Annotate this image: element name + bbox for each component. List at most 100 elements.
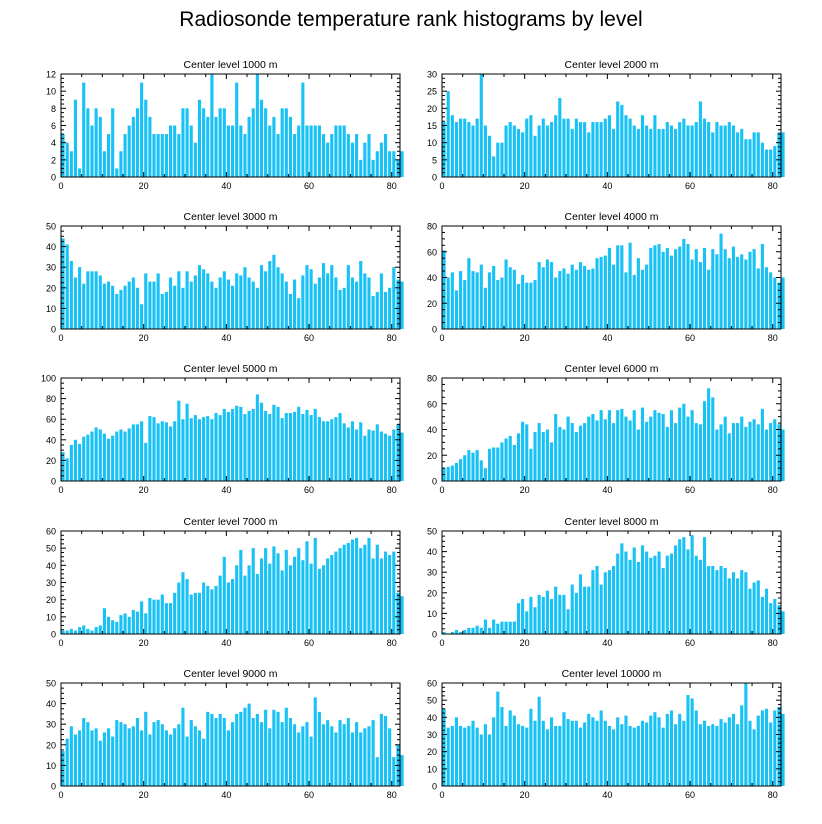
panel-7-bar-43 [239,549,243,634]
panel-2-bar-10 [483,125,487,177]
panel-2-bar-7 [471,125,475,177]
panel-1-bar-39 [222,108,226,177]
panel-3-bar-3 [73,277,78,329]
panel-7-bar-38 [218,575,222,634]
panel-3-bar-60 [309,269,313,329]
panel-10-bar-73 [744,683,748,786]
panel-10-bar-19 [521,725,525,786]
panel-5-bar-50 [268,414,272,481]
panel-2-bar-27 [554,115,558,177]
panel-10-bar-44 [624,715,628,786]
panel-7-bar-63 [321,565,326,634]
panel-8-bar-74 [748,588,752,634]
panel-8-xtick-label-60: 60 [685,638,695,648]
panel-7-bar-32 [193,592,197,634]
panel-6-bar-36 [591,414,595,481]
panel-8-bar-31 [570,584,574,634]
panel-4-bar-57 [678,246,682,329]
panel-8-xtick-label-80: 80 [768,638,778,648]
panel-5-bar-68 [342,423,346,481]
panel-5-bar-69 [346,427,350,481]
panel-5-bar-5 [82,436,86,481]
panel-7-bar-69 [346,543,350,634]
panel-4-bar-2 [450,272,454,329]
panel-5-bar-78 [383,433,388,481]
panel-1-bar-44 [243,134,247,177]
panel-7-bar-58 [301,560,305,634]
panel-9-bar-21 [148,734,152,786]
panel-4-bar-23 [537,262,541,329]
panel-10-ytick-label-20: 20 [427,747,437,757]
panel-4-bar-4 [459,271,463,329]
panel-9-bar-25 [164,730,168,786]
panel-3-bar-50 [268,261,272,329]
panel-10-bar-58 [682,720,686,786]
panel-10-bar-29 [562,712,566,786]
panel-2-bar-49 [645,125,649,177]
panel-6-xtick-label-0: 0 [439,485,444,495]
panel-5-ytick-label-40: 40 [46,435,56,445]
panel-5-xtick-label-0: 0 [58,485,63,495]
panel-8-bar-53 [661,568,665,634]
panel-8-ytick-label-0: 0 [432,630,437,640]
panel-2-bar-63 [702,118,707,177]
panel-10-bar-56 [674,724,678,786]
panel-6-bar-64 [707,388,711,481]
panel-10-bar-36 [591,717,595,786]
panel-4-bar-18 [516,283,521,329]
panel-1-bar-27 [173,125,177,177]
panel-4-bar-59 [686,244,690,329]
panel-3-bar-71 [355,281,359,329]
panel-5-bar-12 [111,435,115,481]
panel-4-bar-38 [599,256,603,329]
panel-4-bar-71 [736,256,740,329]
panel-6-bar-8 [475,450,479,481]
panel-5-bar-0 [61,452,65,481]
panel-9-bar-66 [334,732,338,786]
panel-2-bar-17 [512,125,516,177]
panel-8-bar-70 [731,572,736,634]
panel-9-bar-69 [346,718,350,786]
panel-8-bar-34 [583,586,587,634]
panel-4-bar-29 [562,268,566,329]
panel-9-bar-56 [293,724,297,786]
panel-5-bar-72 [359,422,363,481]
panel-6-bar-75 [752,419,756,481]
panel-7-bar-16 [127,616,131,634]
panel-1-bar-28 [177,134,181,177]
panel-7-bar-2 [69,628,73,634]
panel-10-bar-15 [504,725,508,786]
panel-7-bar-7 [90,630,94,634]
panel-2-bar-69 [727,122,731,177]
panel-9-bar-62 [317,711,321,786]
panel-5-ytick-label-100: 100 [41,374,56,384]
panel-4-bar-67 [719,233,723,329]
panel-1-bar-4 [78,168,82,177]
panel-3-bar-82 [400,281,404,329]
panel-9-bar-76 [375,757,379,786]
panel-4-bar-58 [682,238,686,330]
panel-5-bar-51 [272,404,276,481]
panel-1-bar-56 [293,134,297,177]
panel-6-bar-37 [595,420,599,481]
panel-9-bar-72 [359,732,363,786]
panel-7-bar-71 [355,537,359,634]
panel-2-bar-38 [599,122,603,177]
panel-10-bar-25 [545,729,549,786]
panel-1-bar-55 [288,116,293,177]
panel-7-title: Center level 7000 m [184,516,278,528]
panel-7-bar-60 [309,563,313,634]
panel-7-bar-81 [396,592,400,634]
panel-10-title: Center level 10000 m [562,668,662,680]
panel-6-bar-7 [471,452,475,481]
panel-1-bar-65 [330,134,334,177]
panel-6-xtick-label-20: 20 [520,485,530,495]
panel-8-bar-54 [665,555,669,634]
panel-3-bar-14 [119,289,123,329]
panel-7-bar-65 [330,555,334,634]
panel-4-bar-54 [665,247,669,329]
panel-1-bar-79 [388,151,392,177]
panel-8-bar-23 [537,594,541,634]
panel-8-bar-12 [492,619,496,634]
panel-6-xtick-label-40: 40 [602,485,612,495]
